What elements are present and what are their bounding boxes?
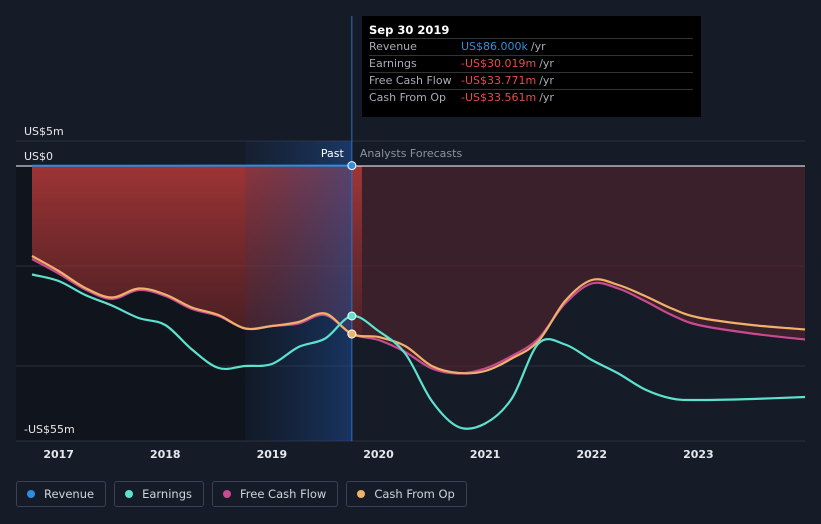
x-tick-label: 2021 xyxy=(470,448,501,461)
forecast-label: Analysts Forecasts xyxy=(360,147,463,160)
legend-item-cash-from-op[interactable]: Cash From Op xyxy=(346,481,467,507)
tooltip-unit: /yr xyxy=(539,74,554,87)
tooltip-value: -US$33.771m xyxy=(461,74,537,87)
tooltip-row-cash-from-op: Cash From Op -US$33.561m /yr xyxy=(369,89,693,106)
revenue-dot-icon xyxy=(27,490,35,498)
y-tick-label: -US$55m xyxy=(24,423,75,436)
legend-item-free-cash-flow[interactable]: Free Cash Flow xyxy=(212,481,339,507)
highlight-band xyxy=(245,141,352,441)
series-line-earnings xyxy=(31,273,806,430)
tooltip-label: Cash From Op xyxy=(369,91,447,104)
tooltip-row-free-cash-flow: Free Cash Flow -US$33.771m /yr xyxy=(369,72,693,89)
cash-from-op-dot-icon xyxy=(357,490,366,498)
x-tick-label: 2018 xyxy=(150,448,181,461)
x-tick-label: 2022 xyxy=(576,448,607,461)
tooltip-label: Free Cash Flow xyxy=(369,74,452,87)
series-line-free-cash-flow xyxy=(31,258,806,375)
free-cash-flow-dot-icon xyxy=(223,490,231,498)
x-tick-label: 2017 xyxy=(43,448,74,461)
y-tick-label: US$0 xyxy=(24,150,53,163)
tooltip-date: Sep 30 2019 xyxy=(369,23,450,37)
series-markers xyxy=(347,161,357,339)
marker-earnings xyxy=(347,311,357,321)
tooltip-unit: /yr xyxy=(539,57,554,70)
legend-label: Cash From Op xyxy=(374,487,455,501)
y-axis-labels: US$5m US$0 -US$55m xyxy=(24,125,75,436)
tooltip-label: Earnings xyxy=(369,57,417,70)
x-tick-label: 2020 xyxy=(363,448,394,461)
marker-cash-from-op xyxy=(347,329,357,339)
tooltip-unit: /yr xyxy=(530,40,546,53)
series-lines xyxy=(31,164,806,430)
legend-label: Earnings xyxy=(142,487,192,501)
tooltip-label: Revenue xyxy=(369,40,417,53)
tooltip-value: -US$33.561m xyxy=(461,91,537,104)
legend-label: Free Cash Flow xyxy=(240,487,327,501)
x-axis-labels: 2017 2018 2019 2020 2021 2022 2023 xyxy=(43,448,713,461)
legend: Revenue Earnings Free Cash Flow Cash Fro… xyxy=(16,481,467,507)
earnings-dot-icon xyxy=(125,490,134,498)
tooltip-unit: /yr xyxy=(539,91,554,104)
past-label: Past xyxy=(321,147,345,160)
legend-item-earnings[interactable]: Earnings xyxy=(114,481,204,507)
legend-item-revenue[interactable]: Revenue xyxy=(16,481,107,507)
tooltip-value: -US$30.019m xyxy=(461,57,537,70)
x-tick-label: 2023 xyxy=(683,448,714,461)
tooltip-row-revenue: Revenue US$86.000k /yr xyxy=(369,38,693,55)
marker-revenue xyxy=(347,161,357,171)
tooltip-value: US$86.000k xyxy=(461,40,528,53)
x-tick-label: 2019 xyxy=(257,448,288,461)
forecast-area-fill xyxy=(362,166,805,374)
y-tick-label: US$5m xyxy=(24,125,64,138)
tooltip: Sep 30 2019 Revenue US$86.000k /yr Earni… xyxy=(362,16,701,117)
legend-label: Revenue xyxy=(44,487,95,501)
tooltip-row-earnings: Earnings -US$30.019m /yr xyxy=(369,55,693,72)
